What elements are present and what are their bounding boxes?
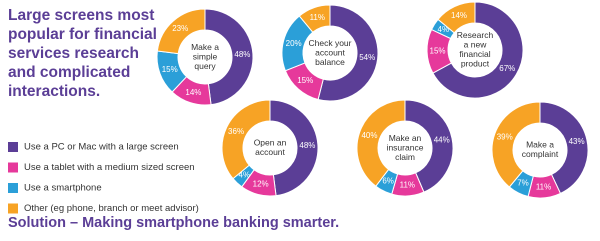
donut-segment (156, 8, 206, 55)
value-label: 48% (234, 50, 250, 59)
value-label: 11% (536, 182, 551, 191)
value-label: 36% (228, 127, 244, 136)
value-label: 54% (359, 53, 375, 62)
donut-segment (491, 101, 541, 188)
value-label: 48% (299, 141, 315, 150)
headline-line: interactions. (8, 83, 100, 100)
donut-title: query (194, 61, 216, 71)
value-label: 6% (382, 177, 394, 186)
headline-line: services research (8, 45, 139, 62)
value-label: 23% (172, 24, 188, 33)
donut-title: Open an (254, 138, 287, 148)
value-label: 44% (434, 136, 450, 145)
donut-title: a new (464, 40, 488, 50)
headline-line: Large screens most (8, 7, 154, 24)
donut-title: simple (193, 51, 218, 61)
donut-segment (269, 99, 319, 197)
value-label: 11% (400, 181, 415, 190)
legend-label: Other (eg phone, branch or meet advisor) (24, 203, 199, 214)
donut-segment (432, 1, 524, 99)
value-label: 67% (499, 64, 515, 73)
donut-title: complaint (522, 149, 559, 159)
footer: Solution – Making smartphone banking sma… (8, 215, 339, 231)
value-label: 7% (517, 179, 529, 188)
donut-segment (317, 4, 379, 102)
donut-segment (298, 4, 331, 33)
legend-swatch (8, 162, 18, 173)
donut-title: financial (459, 49, 490, 59)
value-label: 4% (239, 170, 251, 179)
value-label: 11% (310, 13, 325, 22)
donut-title: Make an (389, 133, 422, 143)
donut-title: Research (457, 30, 494, 40)
legend-label: Use a tablet with a medium sized screen (24, 162, 195, 173)
legend-label: Use a smartphone (24, 183, 102, 194)
donut-title: account (255, 147, 285, 157)
infographic: Large screens most popular for financial s… (8, 1, 589, 231)
value-label: 14% (185, 88, 201, 97)
donut-title: Make a (191, 42, 219, 52)
value-label: 4% (438, 25, 450, 34)
legend-swatch (8, 183, 18, 193)
value-label: 15% (162, 65, 178, 74)
donut-segment (437, 1, 476, 34)
donut-title: insurance (387, 142, 424, 152)
donut-segment (404, 99, 454, 193)
legend-swatch (8, 203, 18, 214)
value-label: 15% (297, 76, 313, 85)
value-label: 39% (497, 132, 513, 141)
value-label: 14% (451, 11, 467, 20)
donut-title: account (315, 47, 345, 57)
donut-title: product (461, 59, 490, 69)
donut-segment (204, 8, 254, 106)
value-label: 15% (430, 46, 446, 55)
donut-title: Make a (526, 140, 554, 150)
headline-line: and complicated (8, 64, 130, 81)
donut-segment (221, 99, 271, 180)
donut-segment (539, 101, 589, 195)
headline-line: popular for financial (8, 26, 157, 43)
donut-title: balance (315, 57, 345, 67)
value-label: 43% (569, 137, 585, 146)
donut-title: Check your (309, 38, 352, 48)
legend-label: Use a PC or Mac with a large screen (24, 142, 179, 153)
donut-title: claim (395, 152, 415, 162)
legend-swatch (8, 142, 18, 152)
value-label: 12% (253, 179, 269, 188)
donut-segment (356, 99, 406, 187)
value-label: 20% (286, 39, 302, 48)
value-label: 40% (361, 131, 377, 140)
